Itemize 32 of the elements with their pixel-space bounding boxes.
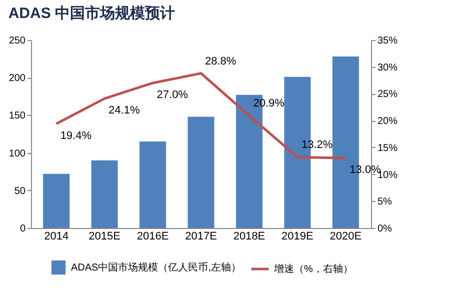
bar [188,116,214,228]
x-tick-label: 2018E [233,230,266,242]
y-tick-label: 100 [8,148,26,160]
y-tick-label: 250 [8,36,26,46]
y2-tick-label: 0% [378,224,392,234]
x-tick-label: 2015E [88,230,120,242]
x-tick-label: 2016E [136,230,169,242]
y2-tick-label: 30% [378,62,398,74]
y2-tick-label: 35% [378,36,398,46]
y2-tick-label: 20% [378,116,398,128]
x-tick-label: 2020E [330,230,362,242]
y-tick-label: 0 [20,224,26,234]
y2-tick-label: 15% [378,142,398,154]
x-tick-label: 2017E [185,230,217,242]
legend-label: ADAS中国市场规模（亿人民币,左轴） [71,262,242,274]
line-series [55,72,347,160]
y-tick-label: 50 [14,186,26,197]
bar [91,160,118,228]
legend-label: 增速（%，右轴） [273,263,353,275]
data-label: 19.4% [60,130,92,142]
y2-tick-label: 25% [378,89,398,100]
x-tick-label: 2014 [44,230,69,242]
data-label: 28.8% [205,55,236,68]
data-label: 24.1% [108,104,140,117]
bar [140,142,166,228]
x-tick-label: 2019E [282,230,314,242]
y2-tick-label: 5% [378,196,392,208]
y-tick-label: 150 [8,110,26,122]
y-tick-label: 200 [8,73,26,84]
chart-title: ADAS 中国市场规模预计 [8,4,175,22]
bar [43,174,70,228]
data-label: 27.0% [156,88,188,101]
